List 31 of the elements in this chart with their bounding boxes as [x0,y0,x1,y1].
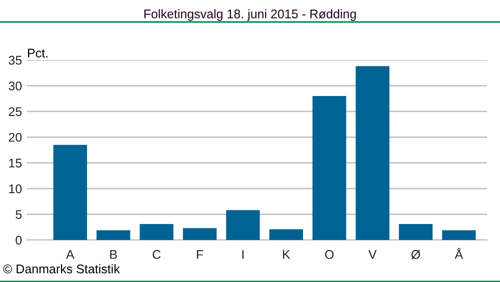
x-tick-label: Å [454,248,464,259]
x-tick-label: F [196,250,204,259]
x-tick-label: O [325,250,334,259]
x-tick-label: B [110,250,117,259]
bar [140,224,174,240]
x-tick-label: A [66,250,74,259]
chart-title: Folketingsvalg 18. juni 2015 - Rødding [144,9,356,21]
text: © Danmarks Statistik [3,264,120,274]
y-tick-label: 20 [8,132,22,142]
bar [356,66,390,240]
x-tick-label: C [152,250,161,259]
y-axis-title: Pct. [28,48,48,58]
x-tick-label: V [368,250,377,259]
y-tick-label: 30 [8,82,22,90]
y-tick-label: 10 [9,184,22,194]
bar [398,224,433,240]
bar [182,228,217,240]
y-tick-label: 25 [8,107,22,116]
bar [53,144,88,240]
bar [269,229,303,240]
y-tick-label: 15 [9,158,22,168]
bar [96,230,130,240]
x-tick-label: K [283,250,290,259]
bar [312,96,346,240]
y-tick-label: 35 [8,56,22,65]
bar [442,230,476,240]
x-tick-label: Ø [411,250,420,260]
y-tick-label: 0 [16,236,22,245]
x-tick-label: I [242,250,244,259]
bar [226,210,260,240]
y-tick-label: 5 [16,210,22,219]
